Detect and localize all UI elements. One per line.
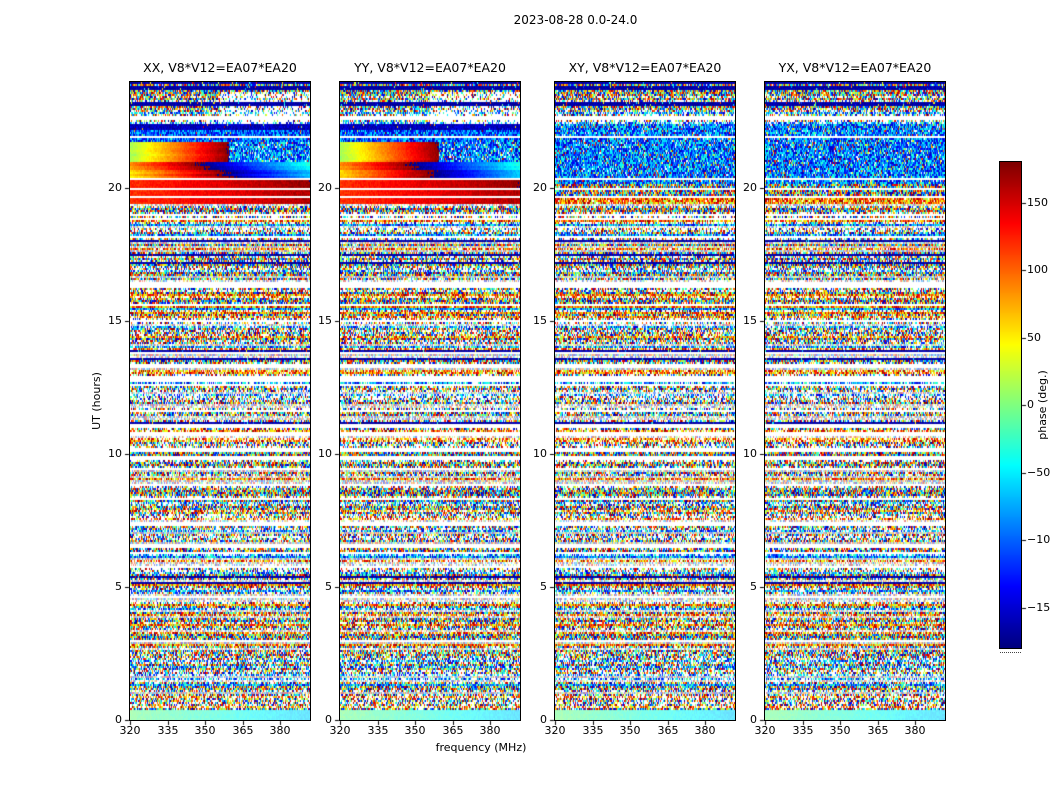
ytick-label: 10 <box>743 447 757 460</box>
heatmap-xx <box>129 81 311 721</box>
colorbar-tick-label: −50 <box>1027 466 1050 479</box>
ytick-label: 0 <box>325 713 332 726</box>
ytick-label: 20 <box>318 181 332 194</box>
ytick-label: 10 <box>108 447 122 460</box>
ytick-label: 15 <box>318 314 332 327</box>
ytick-label: 0 <box>540 713 547 726</box>
xtick-label: 365 <box>442 724 464 737</box>
xtick-label: 350 <box>404 724 426 737</box>
colorbar-gradient <box>999 161 1022 649</box>
xtick-label: 380 <box>479 724 501 737</box>
xtick-label: 320 <box>329 724 351 737</box>
xtick-label: 380 <box>269 724 291 737</box>
heatmap-yy <box>339 81 521 721</box>
x-axis-label: frequency (MHz) <box>435 741 527 754</box>
colorbar-tick-label: −100 <box>1027 533 1050 546</box>
xtick-label: 335 <box>792 724 814 737</box>
panel-title-xy: XY, V8*V12=EA07*EA20 <box>568 60 722 75</box>
ytick-label: 15 <box>108 314 122 327</box>
heatmap-xy <box>554 81 736 721</box>
xtick-label: 380 <box>694 724 716 737</box>
ytick-label: 10 <box>318 447 332 460</box>
panel-title-yy: YY, V8*V12=EA07*EA20 <box>354 60 506 75</box>
xtick-label: 320 <box>754 724 776 737</box>
xtick-label: 335 <box>367 724 389 737</box>
xtick-label: 335 <box>157 724 179 737</box>
colorbar-tick-label: 150 <box>1027 196 1048 209</box>
ytick-label: 20 <box>533 181 547 194</box>
colorbar-tick-label: 0 <box>1027 398 1034 411</box>
xtick-label: 335 <box>582 724 604 737</box>
xtick-label: 350 <box>829 724 851 737</box>
ytick-label: 20 <box>108 181 122 194</box>
xtick-label: 350 <box>194 724 216 737</box>
panel-title-yx: YX, V8*V12=EA07*EA20 <box>778 60 932 75</box>
colorbar-tick-label: 50 <box>1027 331 1041 344</box>
colorbar-extend-ticks <box>1000 648 1021 653</box>
xtick-label: 320 <box>119 724 141 737</box>
ytick-label: 5 <box>115 580 122 593</box>
ytick-label: 0 <box>750 713 757 726</box>
colorbar-tick-label: 100 <box>1027 263 1048 276</box>
ytick-label: 0 <box>115 713 122 726</box>
heatmap-yx <box>764 81 946 721</box>
xtick-label: 350 <box>619 724 641 737</box>
ytick-label: 5 <box>325 580 332 593</box>
panel-title-xx: XX, V8*V12=EA07*EA20 <box>143 60 297 75</box>
xtick-label: 365 <box>867 724 889 737</box>
ytick-label: 15 <box>743 314 757 327</box>
ytick-label: 20 <box>743 181 757 194</box>
xtick-label: 365 <box>657 724 679 737</box>
ytick-label: 5 <box>750 580 757 593</box>
ytick-label: 5 <box>540 580 547 593</box>
ytick-label: 15 <box>533 314 547 327</box>
xtick-label: 380 <box>904 724 926 737</box>
xtick-label: 320 <box>544 724 566 737</box>
colorbar-tick-label: −150 <box>1027 601 1050 614</box>
figure-title: 2023-08-28 0.0-24.0 <box>513 13 638 27</box>
ytick-label: 10 <box>533 447 547 460</box>
xtick-label: 365 <box>232 724 254 737</box>
